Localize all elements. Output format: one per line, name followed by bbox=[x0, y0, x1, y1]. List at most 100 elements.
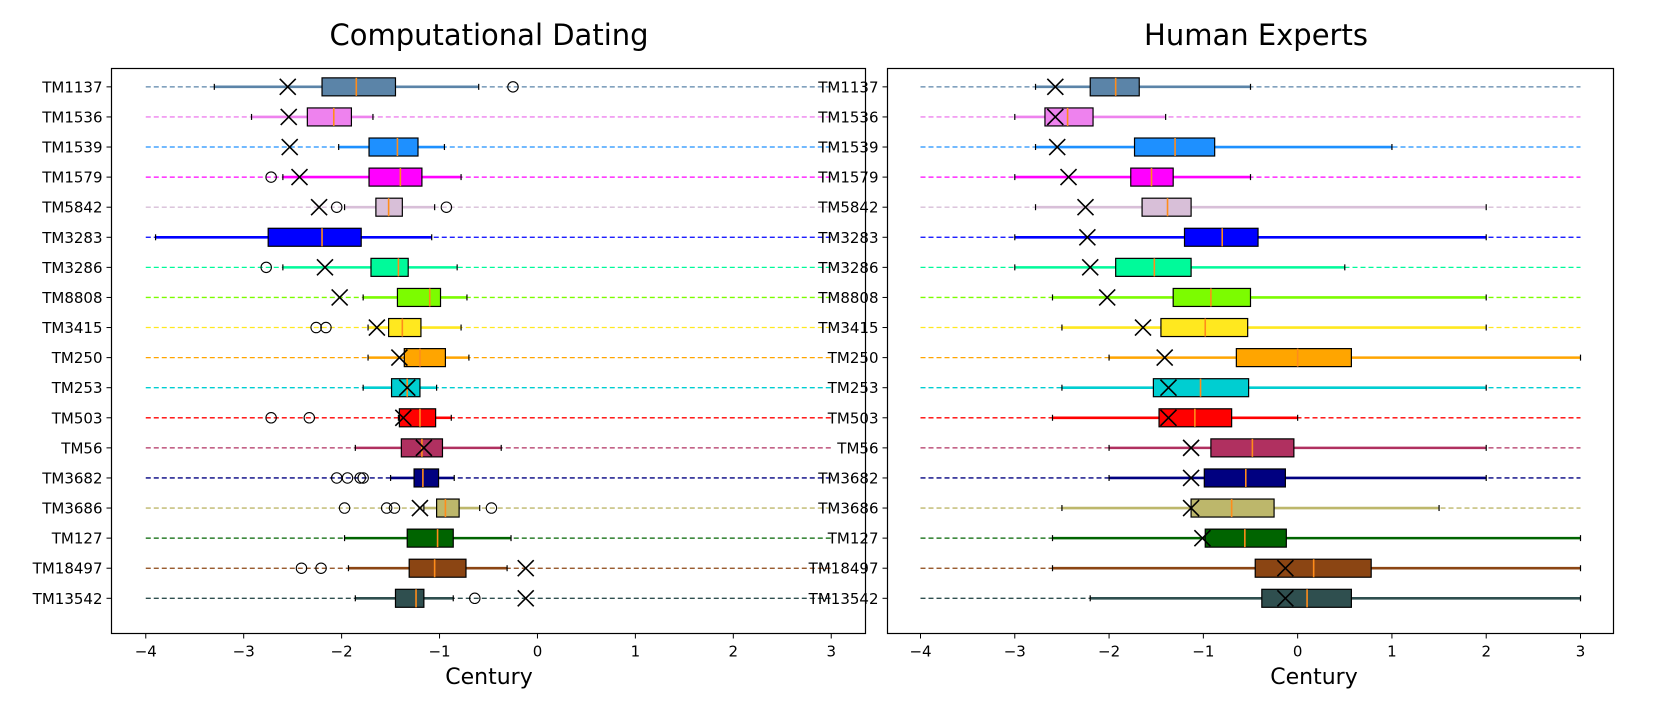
outlier-tm503-0 bbox=[265, 412, 277, 424]
outlier-tm18497-1 bbox=[315, 562, 327, 574]
y-tick-label-tm3682: TM3682 bbox=[817, 469, 878, 487]
cross-stroke-b-tm503 bbox=[394, 409, 412, 427]
cross-marker-tm56 bbox=[415, 439, 433, 457]
series-tm253 bbox=[145, 378, 832, 398]
outlier-tm18497-0 bbox=[295, 562, 308, 574]
series-tm127 bbox=[920, 528, 1582, 548]
cross-marker-tm3682 bbox=[1182, 469, 1200, 487]
box-tm3682 bbox=[1203, 468, 1286, 488]
cross-marker-tm3415 bbox=[368, 318, 386, 337]
cross-marker-tm13542 bbox=[517, 589, 535, 607]
x-tick-label-7: 3 bbox=[826, 643, 836, 661]
cross-marker-tm1536 bbox=[280, 108, 298, 126]
x-tick-layer: −4 −3 −2 −1 0 1 2 3 bbox=[135, 633, 836, 661]
outlier-tm3686-3 bbox=[485, 502, 498, 514]
box-tm1579 bbox=[368, 167, 423, 187]
outlier-tm3686-1 bbox=[380, 502, 393, 514]
y-tick-label-tm250: TM250 bbox=[51, 349, 103, 367]
cross-stroke-b-tm13542 bbox=[1276, 589, 1294, 607]
cross-marker-tm127 bbox=[1193, 529, 1211, 547]
series-tm503 bbox=[145, 408, 832, 428]
series-tm1579 bbox=[920, 167, 1581, 187]
y-tick-label-tm1579: TM1579 bbox=[817, 169, 878, 187]
y-tick-label-tm3682: TM3682 bbox=[41, 469, 102, 487]
box-tm127 bbox=[1204, 528, 1287, 548]
cross-marker-tm3686 bbox=[411, 499, 429, 517]
y-tick-label-tm8808: TM8808 bbox=[817, 289, 878, 307]
series-tm8808 bbox=[920, 287, 1581, 308]
series-tm3283 bbox=[920, 227, 1581, 247]
series-tm18497 bbox=[145, 558, 832, 578]
series-layer bbox=[920, 77, 1582, 608]
box-tm503 bbox=[398, 408, 437, 428]
series-tm8808 bbox=[145, 287, 832, 308]
series-tm1137 bbox=[145, 77, 832, 97]
box-tm3415 bbox=[1160, 317, 1249, 338]
cross-marker-tm503 bbox=[394, 409, 412, 427]
y-tick-label-tm1536: TM1536 bbox=[817, 108, 878, 126]
cross-stroke-b-tm18497 bbox=[1276, 559, 1294, 577]
cross-stroke-b-tm250 bbox=[390, 349, 408, 367]
y-tick-label-tm1579: TM1579 bbox=[41, 169, 102, 187]
series-tm5842 bbox=[145, 197, 832, 217]
panel-computational-dating: Computational Dating TM1137TM1536TM1539T… bbox=[32, 18, 867, 690]
cross-marker-tm1539 bbox=[281, 138, 299, 156]
x-tick-label-6: 2 bbox=[729, 643, 739, 661]
cross-marker-tm253 bbox=[398, 379, 416, 397]
y-tick-label-tm3286: TM3286 bbox=[817, 259, 878, 277]
cross-marker-tm3415 bbox=[1134, 318, 1152, 337]
cross-stroke-b-tm3286 bbox=[316, 258, 334, 276]
box-tm3283 bbox=[1183, 227, 1259, 247]
x-tick-label-2: −2 bbox=[1098, 643, 1120, 661]
x-tick-label-3: −1 bbox=[428, 643, 450, 661]
y-tick-label-tm18497: TM18497 bbox=[32, 560, 103, 578]
cross-marker-tm5842 bbox=[1076, 198, 1095, 216]
box-tm3283 bbox=[267, 227, 362, 247]
y-tick-label-tm1539: TM1539 bbox=[41, 139, 102, 157]
cross-stroke-b-tm5842 bbox=[1076, 198, 1095, 216]
cross-stroke-b-tm3686 bbox=[411, 499, 429, 517]
outlier-tm503-1 bbox=[303, 412, 316, 424]
cross-stroke-b-tm1539 bbox=[281, 138, 299, 156]
x-tick-label-0: −4 bbox=[909, 643, 931, 661]
x-tick-label-1: −3 bbox=[233, 643, 255, 661]
series-tm5842 bbox=[920, 197, 1581, 217]
x-tick-label-1: −3 bbox=[1004, 643, 1026, 661]
y-tick-label-tm1137: TM1137 bbox=[817, 78, 878, 96]
outlier-tm3415-0 bbox=[310, 321, 322, 334]
y-tick-label-tm18497: TM18497 bbox=[808, 560, 879, 578]
x-tick-label-3: −1 bbox=[1192, 643, 1214, 661]
series-tm3283 bbox=[145, 227, 832, 247]
cross-stroke-b-tm1579 bbox=[1059, 168, 1078, 186]
y-tick-label-tm8808: TM8808 bbox=[41, 289, 102, 307]
series-tm1579 bbox=[145, 167, 832, 187]
cross-marker-tm8808 bbox=[331, 288, 349, 307]
cross-stroke-b-tm1137 bbox=[1046, 78, 1064, 96]
cross-marker-tm3286 bbox=[1081, 258, 1099, 276]
series-tm1536 bbox=[920, 107, 1581, 127]
cross-stroke-b-tm1539 bbox=[1048, 138, 1066, 156]
box-tm1137 bbox=[1089, 77, 1140, 97]
plot-area-computational-dating: TM1137 TM1536 TM1539 TM1579 TM5842 TM3283 TM32… bbox=[32, 67, 867, 661]
x-axis-label-computational-dating: Century bbox=[445, 665, 532, 690]
cross-stroke-b-tm1536 bbox=[1046, 108, 1064, 126]
axes-frame-human-experts bbox=[886, 67, 1615, 635]
outlier-tm5842-0 bbox=[330, 201, 343, 213]
cross-stroke-b-tm1137 bbox=[279, 78, 297, 96]
cross-marker-tm1137 bbox=[279, 78, 297, 96]
cross-marker-tm250 bbox=[390, 349, 408, 367]
y-tick-label-tm3686: TM3686 bbox=[817, 500, 878, 518]
outlier-tm13542-0 bbox=[469, 592, 481, 605]
cross-marker-tm1579 bbox=[1059, 168, 1078, 186]
cross-stroke-b-tm3283 bbox=[1078, 228, 1096, 246]
outlier-tm1137-0 bbox=[507, 81, 519, 93]
y-tick-label-tm127: TM127 bbox=[827, 530, 879, 548]
axes-frame-computational-dating bbox=[110, 67, 867, 635]
box-tm13542 bbox=[394, 588, 425, 608]
plot-area-human-experts: TM1137 TM1536 TM1539 TM1579 TM5842 TM3283 TM32… bbox=[808, 67, 1615, 661]
series-tm3682 bbox=[920, 468, 1581, 488]
series-tm503 bbox=[920, 408, 1581, 428]
series-tm56 bbox=[920, 438, 1581, 458]
cross-marker-tm13542 bbox=[1276, 589, 1294, 607]
